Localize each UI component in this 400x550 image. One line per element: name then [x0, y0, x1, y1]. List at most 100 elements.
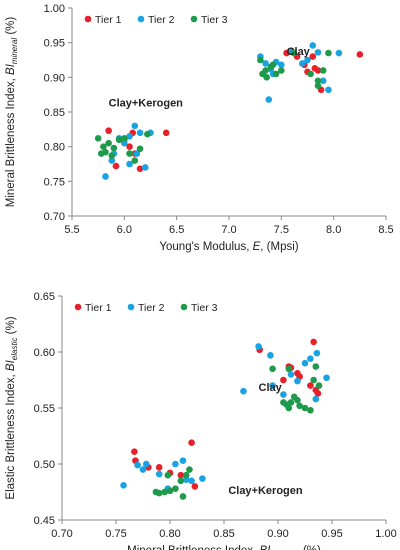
y-tick-label: 0.90	[44, 72, 65, 84]
data-point	[155, 464, 163, 471]
data-point	[131, 122, 139, 130]
data-point	[144, 130, 151, 138]
legend-marker	[74, 303, 82, 311]
data-point	[309, 42, 317, 49]
series-tier-2	[120, 343, 330, 492]
data-point	[262, 60, 269, 67]
x-tick-label: 0.85	[213, 528, 234, 540]
data-point	[269, 61, 277, 69]
data-point	[105, 139, 112, 147]
data-point	[133, 150, 141, 157]
x-tick-label: 8.0	[326, 224, 341, 236]
data-point	[307, 70, 314, 78]
data-point	[177, 477, 185, 485]
data-point	[142, 460, 150, 468]
x-tick-label: 1.00	[375, 528, 396, 540]
data-point	[172, 485, 179, 492]
y-tick-label: 0.45	[34, 515, 55, 527]
data-point	[294, 396, 301, 404]
data-point	[186, 466, 193, 473]
data-point	[298, 60, 306, 67]
data-point	[179, 493, 187, 500]
y-axis-label: Elastic Brittleness Index, BIelastic (%)	[5, 316, 19, 499]
y-tick-label: 0.80	[44, 142, 65, 154]
data-point	[307, 406, 314, 414]
y-tick-label: 0.95	[44, 38, 65, 50]
x-tick-label: 8.5	[378, 224, 393, 236]
data-point	[312, 363, 320, 370]
data-point	[315, 382, 323, 389]
data-point	[319, 77, 327, 85]
annotation: Clay+Kerogen	[228, 485, 303, 497]
data-point	[325, 86, 332, 94]
data-point	[280, 376, 287, 384]
y-tick-label: 0.85	[44, 107, 65, 119]
data-point	[304, 56, 311, 64]
data-point	[278, 61, 285, 69]
data-point	[310, 338, 317, 346]
data-point	[131, 157, 139, 164]
x-tick-label: 0.75	[105, 528, 126, 540]
data-point	[177, 471, 185, 479]
data-point	[267, 352, 274, 359]
legend-marker	[180, 303, 188, 311]
data-point	[136, 129, 144, 137]
series-tier-2	[102, 42, 343, 180]
legend-marker	[84, 15, 92, 23]
data-point	[191, 483, 199, 490]
data-point	[265, 96, 273, 103]
x-tick-label: 0.80	[159, 528, 180, 540]
x-axis-label: Young's Modulus, E, (Mpsi)	[159, 241, 298, 253]
data-point	[257, 56, 264, 64]
data-point	[311, 65, 319, 72]
series-tier-1	[131, 338, 322, 490]
data-point	[172, 460, 179, 468]
x-tick-label: 0.95	[321, 528, 342, 540]
data-point	[162, 129, 170, 137]
legend-label: Tier 1	[85, 302, 112, 314]
data-point	[314, 390, 322, 397]
data-point	[262, 67, 269, 74]
data-point	[280, 391, 287, 398]
data-point	[126, 132, 133, 140]
data-point	[313, 349, 321, 357]
data-point	[290, 49, 298, 57]
x-tick-label: 5.5	[64, 224, 79, 236]
data-point	[283, 49, 290, 57]
series-tier-3	[152, 363, 323, 500]
data-point	[108, 152, 116, 159]
data-point	[102, 173, 109, 180]
legend-marker	[137, 15, 145, 23]
data-point	[126, 160, 133, 168]
data-point	[115, 136, 123, 144]
y-tick-label: 0.70	[44, 211, 65, 223]
data-point	[139, 466, 147, 473]
annotation: Clay+Kerogen	[109, 97, 184, 109]
data-point	[134, 461, 141, 469]
data-point	[102, 148, 109, 156]
data-point	[120, 481, 127, 489]
data-point	[126, 143, 133, 150]
y-tick-label: 0.50	[34, 459, 55, 471]
x-tick-label: 0.70	[51, 528, 72, 540]
legend-label: Tier 3	[191, 302, 218, 314]
data-point	[285, 365, 293, 373]
data-point	[121, 135, 128, 142]
data-point	[307, 382, 314, 389]
data-point	[307, 355, 314, 363]
data-point	[136, 145, 144, 153]
data-point	[108, 157, 116, 164]
annotation: Clay	[287, 46, 311, 58]
annotation: Clay	[259, 382, 283, 394]
data-point	[199, 475, 206, 482]
y-tick-label: 0.65	[34, 291, 55, 303]
y-tick-label: 0.60	[34, 347, 55, 359]
data-point	[269, 365, 276, 373]
x-tick-label: 7.5	[274, 224, 289, 236]
data-point	[182, 471, 190, 479]
data-point	[314, 77, 322, 85]
x-tick-label: 6.5	[169, 224, 184, 236]
data-point	[166, 487, 174, 495]
data-point	[164, 471, 172, 479]
series-tier-3	[94, 49, 332, 164]
